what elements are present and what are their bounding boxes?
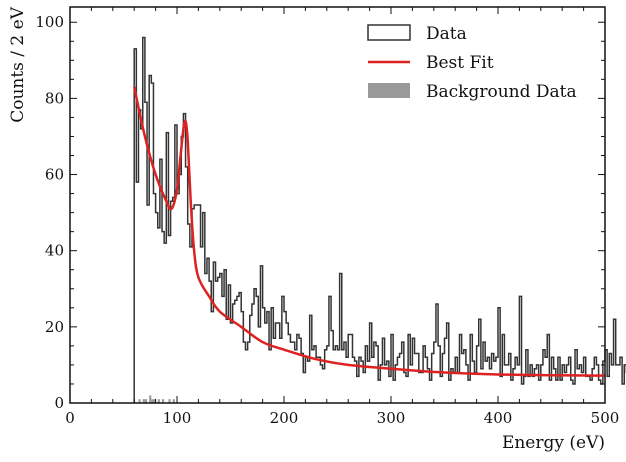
background-bar — [157, 399, 160, 403]
background-bar — [149, 395, 152, 403]
legend: Data Best Fit Background Data — [367, 24, 577, 102]
x-tick-label: 300 — [377, 409, 406, 427]
legend-fit-label: Best Fit — [426, 53, 494, 73]
fit-curve-layer — [132, 86, 606, 377]
legend-background-swatch — [368, 83, 410, 98]
y-tick-label: 80 — [45, 89, 64, 107]
x-tick-label: 500 — [591, 409, 620, 427]
plot-frame — [69, 6, 606, 404]
legend-background-label: Background Data — [426, 82, 577, 102]
background-bar — [138, 399, 141, 403]
background-bar — [142, 399, 145, 403]
background-bar — [162, 399, 165, 403]
x-tick-label: 200 — [270, 409, 299, 427]
y-axis-label: Counts / 2 eV — [8, 6, 28, 123]
background-bar — [172, 399, 175, 403]
x-axis-label: Energy (eV) — [502, 433, 605, 453]
x-tick-label: 400 — [484, 409, 513, 427]
x-tick-label: 100 — [163, 409, 192, 427]
legend-data-label: Data — [426, 24, 467, 44]
background-bars-layer — [138, 395, 175, 403]
y-tick-label: 0 — [54, 394, 64, 412]
y-tick-label: 40 — [45, 242, 64, 260]
background-bar — [144, 399, 148, 403]
background-bar — [168, 399, 171, 403]
y-tick-label: 60 — [45, 166, 64, 184]
y-tick-label: 20 — [45, 318, 64, 336]
fit-curve — [132, 86, 606, 377]
x-tick-label: 0 — [65, 409, 75, 427]
background-bar — [153, 399, 156, 403]
background-bar — [151, 399, 154, 403]
y-tick-label: 100 — [35, 13, 64, 31]
legend-data-swatch — [367, 24, 411, 41]
axes-layer: 0 100 200 300 400 500 0 20 40 60 80 100 Energy (eV) C… — [8, 6, 619, 453]
